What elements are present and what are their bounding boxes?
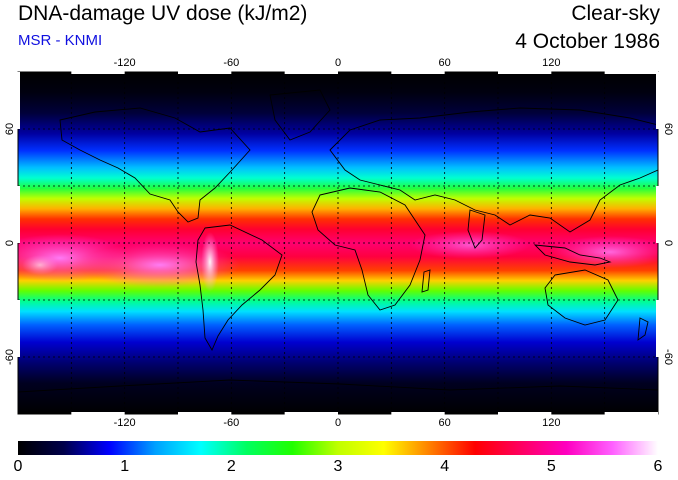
frame-tick-right xyxy=(656,72,659,129)
lon-tick-label: 60 xyxy=(439,417,451,429)
frame-tick-left xyxy=(17,300,20,357)
frame-tick-top xyxy=(604,71,658,74)
indonesia-coast xyxy=(533,244,612,266)
frame-tick-left xyxy=(17,72,20,129)
frame-tick-bottom xyxy=(178,412,232,415)
frame-tick-bottom xyxy=(284,412,338,415)
colorbar-tick-label: 1 xyxy=(120,458,130,475)
colorbar-tick-label: 2 xyxy=(226,458,236,475)
frame-tick-right xyxy=(656,186,659,243)
antarctica-coast xyxy=(18,379,658,393)
frame-tick-left xyxy=(17,186,20,243)
graticule xyxy=(18,72,658,414)
lon-tick-label: 120 xyxy=(542,417,560,429)
eurasia-coast xyxy=(329,107,658,233)
frame-tick-top xyxy=(178,71,232,74)
frame-tick-bottom xyxy=(71,412,125,415)
lon-tick-label: 0 xyxy=(335,417,341,429)
new-zealand-coast xyxy=(637,317,649,341)
north-america-coast xyxy=(59,107,251,223)
date-label: 4 October 1986 xyxy=(515,30,660,53)
lon-tick-label: -120 xyxy=(114,57,136,69)
lat-tick-label: -60 xyxy=(662,349,674,365)
south-america-coast xyxy=(195,224,283,351)
frame-tick-marks xyxy=(17,71,659,415)
lat-tick-label: 0 xyxy=(4,240,16,246)
lon-tick-label: -60 xyxy=(223,57,239,69)
india-coast xyxy=(467,209,486,249)
colorbar-tick-label: 3 xyxy=(333,458,343,475)
lat-tick-label: 0 xyxy=(662,240,674,246)
frame-tick-top xyxy=(284,71,338,74)
lon-labels-bottom: -120 -60 0 60 120 xyxy=(114,417,561,429)
greenland-coast xyxy=(269,89,331,141)
frame-tick-bottom xyxy=(604,412,658,415)
frame-tick-top xyxy=(391,71,445,74)
lat-tick-label: 60 xyxy=(662,123,674,135)
frame-tick-right xyxy=(656,300,659,357)
madagascar-coast xyxy=(421,269,431,293)
colorbar-tick-label: 5 xyxy=(546,458,556,475)
lat-tick-label: 60 xyxy=(4,123,16,135)
lat-labels-right: 60 0 -60 xyxy=(662,123,674,365)
colorbar xyxy=(18,441,658,455)
africa-coast xyxy=(311,187,426,311)
lon-tick-label: -120 xyxy=(114,417,136,429)
colorbar-tick-label: 6 xyxy=(653,458,663,475)
lon-tick-label: 120 xyxy=(542,57,560,69)
australia-coast xyxy=(544,269,619,326)
lat-tick-label: -60 xyxy=(4,349,16,365)
frame-tick-top xyxy=(498,71,552,74)
colorbar-tick-label: 4 xyxy=(440,458,450,475)
colorbar-tick-label: 0 xyxy=(13,458,23,475)
source-label: MSR - KNMI xyxy=(18,32,103,49)
lon-tick-label: 0 xyxy=(335,57,341,69)
frame-tick-bottom xyxy=(391,412,445,415)
frame-tick-bottom xyxy=(498,412,552,415)
lon-labels-top: -120 -60 0 60 120 xyxy=(114,57,561,69)
lat-labels-left: 60 0 -60 xyxy=(4,123,16,365)
coastlines xyxy=(18,89,658,393)
sky-condition-label: Clear-sky xyxy=(571,2,660,25)
frame-tick-top xyxy=(71,71,125,74)
lon-tick-label: 60 xyxy=(439,57,451,69)
lon-tick-label: -60 xyxy=(223,417,239,429)
map-title: DNA-damage UV dose (kJ/m2) xyxy=(18,2,308,25)
